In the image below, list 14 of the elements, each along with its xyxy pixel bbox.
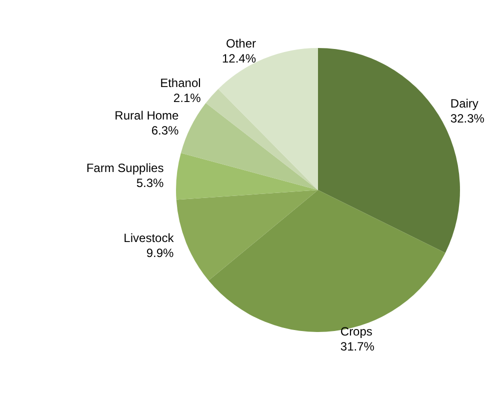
slice-label: Other — [226, 36, 256, 51]
slice-label: Rural Home — [114, 108, 180, 123]
data-label: 31.7% — [340, 339, 375, 354]
data-label: 2.1% — [173, 90, 202, 105]
slice-label: Crops — [340, 324, 372, 338]
data-label: 9.9% — [146, 246, 174, 260]
slice-label: Farm Supplies — [86, 160, 164, 175]
data-label: 32.3% — [450, 111, 485, 126]
slice-label: Dairy — [450, 96, 478, 110]
slice-label: Ethanol — [160, 76, 201, 90]
data-label: 6.3% — [151, 124, 180, 138]
data-label: 12.4% — [222, 52, 256, 66]
data-label: 5.3% — [136, 176, 164, 190]
slice-label: Livestock — [124, 231, 175, 246]
